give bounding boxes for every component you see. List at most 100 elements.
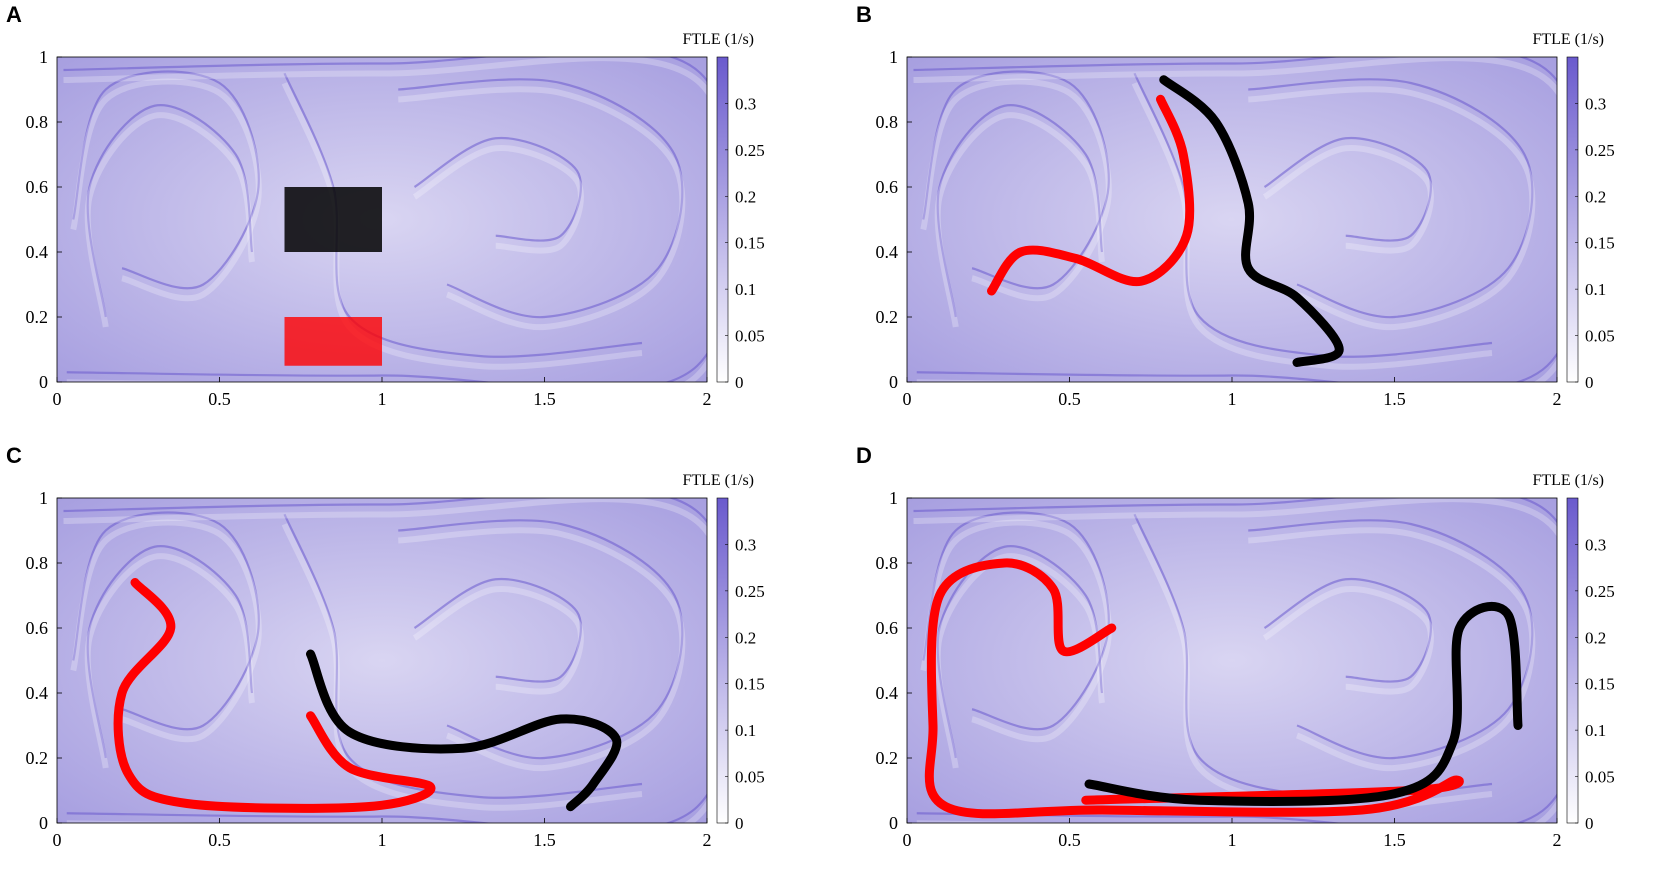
colorbar-tick-label: 0.25: [1585, 141, 1615, 160]
colorbar-tick-label: 0: [735, 814, 744, 833]
ftle-ridge: [398, 78, 684, 319]
x-tick-label: 1: [1228, 389, 1237, 409]
ftle-valley: [1262, 145, 1434, 254]
ftle-ridge: [63, 498, 707, 823]
y-tick-label: 0.6: [26, 618, 49, 638]
colorbar-tick-label: 0.15: [1585, 234, 1615, 253]
panel-d: D 0 0.5 1 1.5 2 0 0.2 0.4 0.6 0.8 1 FTLE (1/s) 0 0.05 0…: [856, 443, 1615, 850]
y-tick-label: 0.4: [26, 242, 49, 262]
ftle-ridge: [1248, 78, 1534, 319]
panel-c: C 0 0.5 1 1.5 2 0 0.2 0.4 0.6 0.8 1 FTLE (1/s) 0 0.05 0…: [6, 443, 765, 850]
ftle-valley: [934, 112, 1105, 328]
y-tick-label: 0: [39, 372, 48, 392]
colorbar-tick-label: 0.15: [735, 234, 765, 253]
ftle-valley: [398, 86, 686, 331]
ftle-ridge: [1133, 72, 1493, 358]
ftle-ridge: [936, 545, 1104, 759]
x-tick-label: 0: [53, 389, 62, 409]
ftle-valley: [63, 57, 707, 382]
ftle-ridge: [413, 577, 582, 683]
ftle-ridge: [936, 104, 1104, 318]
y-tick-label: 0.6: [26, 177, 49, 197]
colorbar-tick-label: 0.05: [1585, 327, 1615, 346]
x-tick-label: 0: [53, 830, 62, 850]
y-tick-label: 0.8: [876, 553, 899, 573]
ftle-ridge: [913, 498, 1557, 823]
y-tick-label: 0.4: [876, 683, 899, 703]
x-tick-label: 0.5: [1058, 830, 1081, 850]
y-tick-label: 1: [889, 47, 898, 67]
ftle-field: [57, 498, 707, 823]
colorbar: [716, 497, 729, 824]
colorbar: [1566, 497, 1579, 824]
x-tick-label: 0.5: [1058, 389, 1081, 409]
colorbar-tick-label: 0.2: [1585, 628, 1606, 647]
y-tick-label: 1: [39, 488, 48, 508]
ftle-valley: [84, 553, 255, 769]
y-tick-label: 0: [889, 813, 898, 833]
ftle-field: [907, 57, 1557, 382]
ftle-valley: [412, 586, 584, 695]
ftle-valley: [1248, 527, 1536, 772]
ftle-ridge: [72, 70, 260, 290]
ftle-ridge: [86, 104, 254, 318]
panel-label: C: [6, 443, 22, 468]
ftle-ridge: [1263, 577, 1432, 683]
tracer-filament-black: [306, 649, 622, 812]
colorbar-tick-label: 0.05: [1585, 768, 1615, 787]
x-tick-label: 1: [378, 830, 387, 850]
colorbar-tick-label: 0.2: [1585, 187, 1606, 206]
ftle-valley: [70, 78, 262, 302]
colorbar-tick-label: 0.3: [1585, 535, 1606, 554]
ftle-valley: [1131, 82, 1493, 370]
ftle-valley: [913, 498, 1557, 823]
ftle-valley: [1248, 86, 1536, 331]
ftle-valley: [63, 498, 707, 823]
colorbar-tick-label: 0.25: [1585, 582, 1615, 601]
y-tick-label: 0.4: [876, 242, 899, 262]
ftle-valley: [70, 519, 262, 743]
x-tick-label: 1.5: [533, 389, 556, 409]
ftle-valley: [920, 78, 1112, 302]
colorbar-tick-label: 0.25: [735, 582, 765, 601]
tracer-filament-black: [1084, 601, 1523, 806]
colorbar-tick-label: 0: [1585, 373, 1594, 392]
x-tick-label: 2: [1553, 389, 1562, 409]
x-tick-label: 0: [903, 389, 912, 409]
tracer-patch-black: [284, 187, 382, 252]
x-tick-label: 1: [378, 389, 387, 409]
y-tick-label: 0.8: [26, 112, 49, 132]
ftle-valley: [398, 527, 686, 772]
x-tick-label: 0.5: [208, 389, 231, 409]
ftle-valley: [920, 519, 1112, 743]
tracer-filament-red: [113, 578, 436, 813]
y-tick-label: 0: [889, 372, 898, 392]
y-tick-label: 0.8: [876, 112, 899, 132]
colorbar-tick-label: 0.3: [1585, 94, 1606, 113]
colorbar-tick-label: 0.3: [735, 94, 756, 113]
y-tick-label: 0.6: [876, 618, 899, 638]
colorbar-tick-label: 0.1: [735, 721, 756, 740]
tracer-filament-red: [987, 94, 1195, 296]
ftle-ridge: [922, 70, 1110, 290]
ftle-background: [907, 498, 1557, 823]
tracer-patch-red: [284, 317, 382, 366]
colorbar-tick-label: 0.15: [735, 675, 765, 694]
ftle-ridge: [913, 57, 1557, 382]
y-tick-label: 0.6: [876, 177, 899, 197]
colorbar-tick-label: 0.2: [735, 628, 756, 647]
colorbar-title: FTLE (1/s): [1532, 472, 1604, 489]
colorbar-tick-label: 0.1: [735, 280, 756, 299]
colorbar-title: FTLE (1/s): [682, 31, 754, 48]
ftle-ridge: [398, 519, 684, 760]
y-tick-label: 1: [889, 488, 898, 508]
ftle-valley: [934, 553, 1105, 769]
x-tick-label: 0.5: [208, 830, 231, 850]
colorbar-tick-label: 0.25: [735, 141, 765, 160]
x-tick-label: 2: [703, 389, 712, 409]
ftle-ridge: [922, 511, 1110, 731]
colorbar: [716, 56, 729, 383]
colorbar-title: FTLE (1/s): [682, 472, 754, 489]
